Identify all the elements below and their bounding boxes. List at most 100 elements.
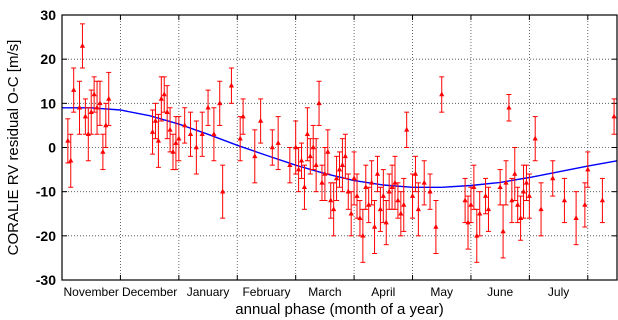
data-point	[538, 182, 544, 237]
point-marker	[170, 148, 176, 154]
point-marker	[296, 166, 302, 172]
data-point	[485, 186, 492, 232]
point-marker	[433, 224, 439, 229]
data-point	[512, 147, 518, 201]
data-point	[199, 111, 205, 157]
data-point	[103, 102, 109, 148]
point-marker	[582, 201, 588, 207]
point-marker	[412, 171, 419, 176]
data-point	[369, 160, 375, 206]
data-point	[518, 195, 524, 241]
point-marker	[173, 140, 179, 145]
data-point	[65, 118, 71, 164]
point-marker	[585, 166, 591, 172]
data-point	[79, 23, 86, 69]
point-marker	[88, 109, 94, 114]
point-marker	[401, 201, 407, 207]
point-marker	[468, 201, 474, 207]
point-marker	[79, 42, 86, 48]
month-label: June	[487, 285, 513, 299]
data-point	[401, 177, 407, 232]
point-marker	[462, 197, 468, 203]
point-marker	[339, 162, 346, 167]
data-point	[342, 133, 348, 179]
data-point	[462, 177, 468, 224]
point-marker	[187, 131, 194, 137]
data-point	[363, 164, 369, 210]
point-marker	[392, 179, 398, 185]
data-point	[68, 133, 74, 188]
month-label: March	[308, 285, 341, 299]
y-tick-label: -10	[36, 184, 56, 200]
point-marker	[477, 210, 483, 216]
data-point	[319, 164, 325, 201]
point-marker	[331, 206, 337, 212]
point-marker	[85, 131, 91, 137]
point-marker	[100, 148, 106, 154]
point-marker	[319, 179, 325, 185]
point-marker	[240, 113, 246, 119]
point-marker	[369, 179, 375, 185]
y-tick-labels: -30 -20 -10 0 10 20 30	[36, 7, 56, 288]
data-point	[433, 200, 439, 254]
data-point	[275, 116, 281, 171]
data-point	[298, 142, 305, 179]
point-marker	[398, 210, 404, 216]
data-point	[88, 89, 94, 135]
point-marker	[538, 206, 544, 212]
point-marker	[611, 113, 617, 119]
point-marker	[307, 153, 313, 159]
data-point	[91, 76, 97, 113]
point-marker	[523, 179, 530, 185]
data-point	[149, 109, 156, 155]
point-marker	[395, 197, 401, 203]
point-marker	[322, 171, 328, 176]
data-point	[360, 208, 366, 263]
data-point	[503, 160, 509, 206]
data-point	[351, 151, 357, 206]
point-marker	[409, 193, 416, 198]
data-point	[100, 133, 106, 171]
data-point	[176, 116, 182, 162]
point-marker	[269, 144, 275, 150]
point-marker	[439, 91, 445, 97]
point-marker	[509, 197, 515, 203]
data-point	[307, 138, 313, 175]
data-point	[404, 111, 410, 148]
point-marker	[176, 135, 182, 141]
point-marker	[237, 135, 243, 141]
data-point	[509, 177, 515, 224]
point-marker	[301, 184, 308, 190]
data-point	[316, 80, 322, 126]
data-point	[193, 120, 199, 175]
data-point	[258, 98, 264, 144]
point-marker	[599, 197, 605, 203]
point-marker	[386, 188, 392, 194]
data-point	[339, 138, 346, 193]
y-axis-title: CORALIE RV residual O-C [m/s]	[5, 40, 22, 256]
data-point	[412, 155, 419, 193]
point-marker	[167, 126, 173, 132]
y-tick-label: -30	[36, 272, 56, 288]
point-marker	[415, 206, 421, 212]
data-point	[76, 80, 83, 135]
point-marker	[287, 162, 293, 167]
point-marker	[342, 153, 348, 159]
point-marker	[252, 153, 258, 159]
data-point	[374, 155, 381, 193]
point-marker	[351, 175, 357, 181]
point-marker	[94, 104, 100, 110]
month-label: May	[430, 285, 453, 299]
point-marker	[293, 144, 299, 150]
data-point	[237, 116, 243, 162]
month-label: January	[187, 285, 230, 299]
month-label: February	[242, 285, 290, 299]
data-point	[325, 129, 331, 175]
x-axis-title: annual phase (month of a year)	[235, 301, 443, 318]
point-marker	[91, 91, 97, 97]
data-point	[582, 182, 588, 228]
point-marker	[485, 206, 492, 212]
point-marker	[304, 131, 310, 137]
data-point	[599, 177, 605, 224]
